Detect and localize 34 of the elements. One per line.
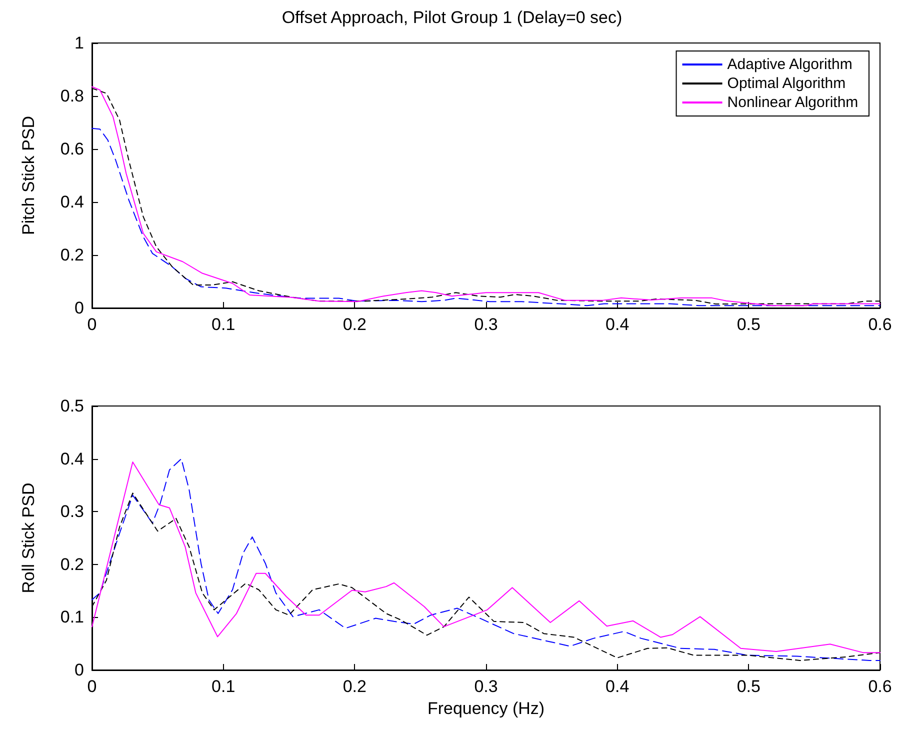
legend-label: Optimal Algorithm [727,75,846,92]
x-tick-label: 0 [87,315,97,334]
line-series [92,128,880,306]
legend-label: Nonlinear Algorithm [727,94,858,111]
y-tick-label: 0 [74,298,84,318]
x-tick-label: 0.5 [736,677,760,696]
y-tick-label: 0.8 [60,86,84,106]
y-tick-label: 0 [74,660,84,680]
y-tick-label: 0.5 [60,396,84,416]
y-tick-label: 0.6 [60,140,84,158]
y-tick-label: 0.4 [60,449,84,468]
y-tick-label: 0.2 [60,554,84,574]
x-tick-label: 0.4 [606,315,630,334]
x-tick-label: 0.3 [474,677,498,696]
y-tick-label: 0.3 [60,502,84,522]
y-tick-label: 0.4 [60,192,84,212]
legend-label: Adaptive Algorithm [727,56,852,73]
y-tick-label: 1 [74,34,84,52]
x-tick-label: 0.1 [212,677,236,696]
x-tick-label: 0.5 [736,315,760,334]
x-tick-label: 0.6 [868,677,892,696]
y-axis-title: Pitch Stick PSD [19,116,38,236]
x-tick-label: 0.2 [342,315,366,334]
x-tick-label: 0.3 [474,315,498,334]
y-tick-label: 0.2 [60,246,84,264]
x-tick-label: 0.4 [606,677,630,696]
x-axis-title: Frequency (Hz) [427,698,545,718]
y-axis-title: Roll Stick PSD [19,482,38,594]
x-tick-label: 0.1 [212,315,236,334]
x-tick-label: 0.2 [342,677,366,696]
y-tick-label: 0.1 [60,608,84,627]
x-tick-label: 0.6 [868,315,892,334]
x-tick-label: 0 [87,677,97,696]
chart-title: Offset Approach, Pilot Group 1 (Delay=0 sec) [282,8,622,27]
